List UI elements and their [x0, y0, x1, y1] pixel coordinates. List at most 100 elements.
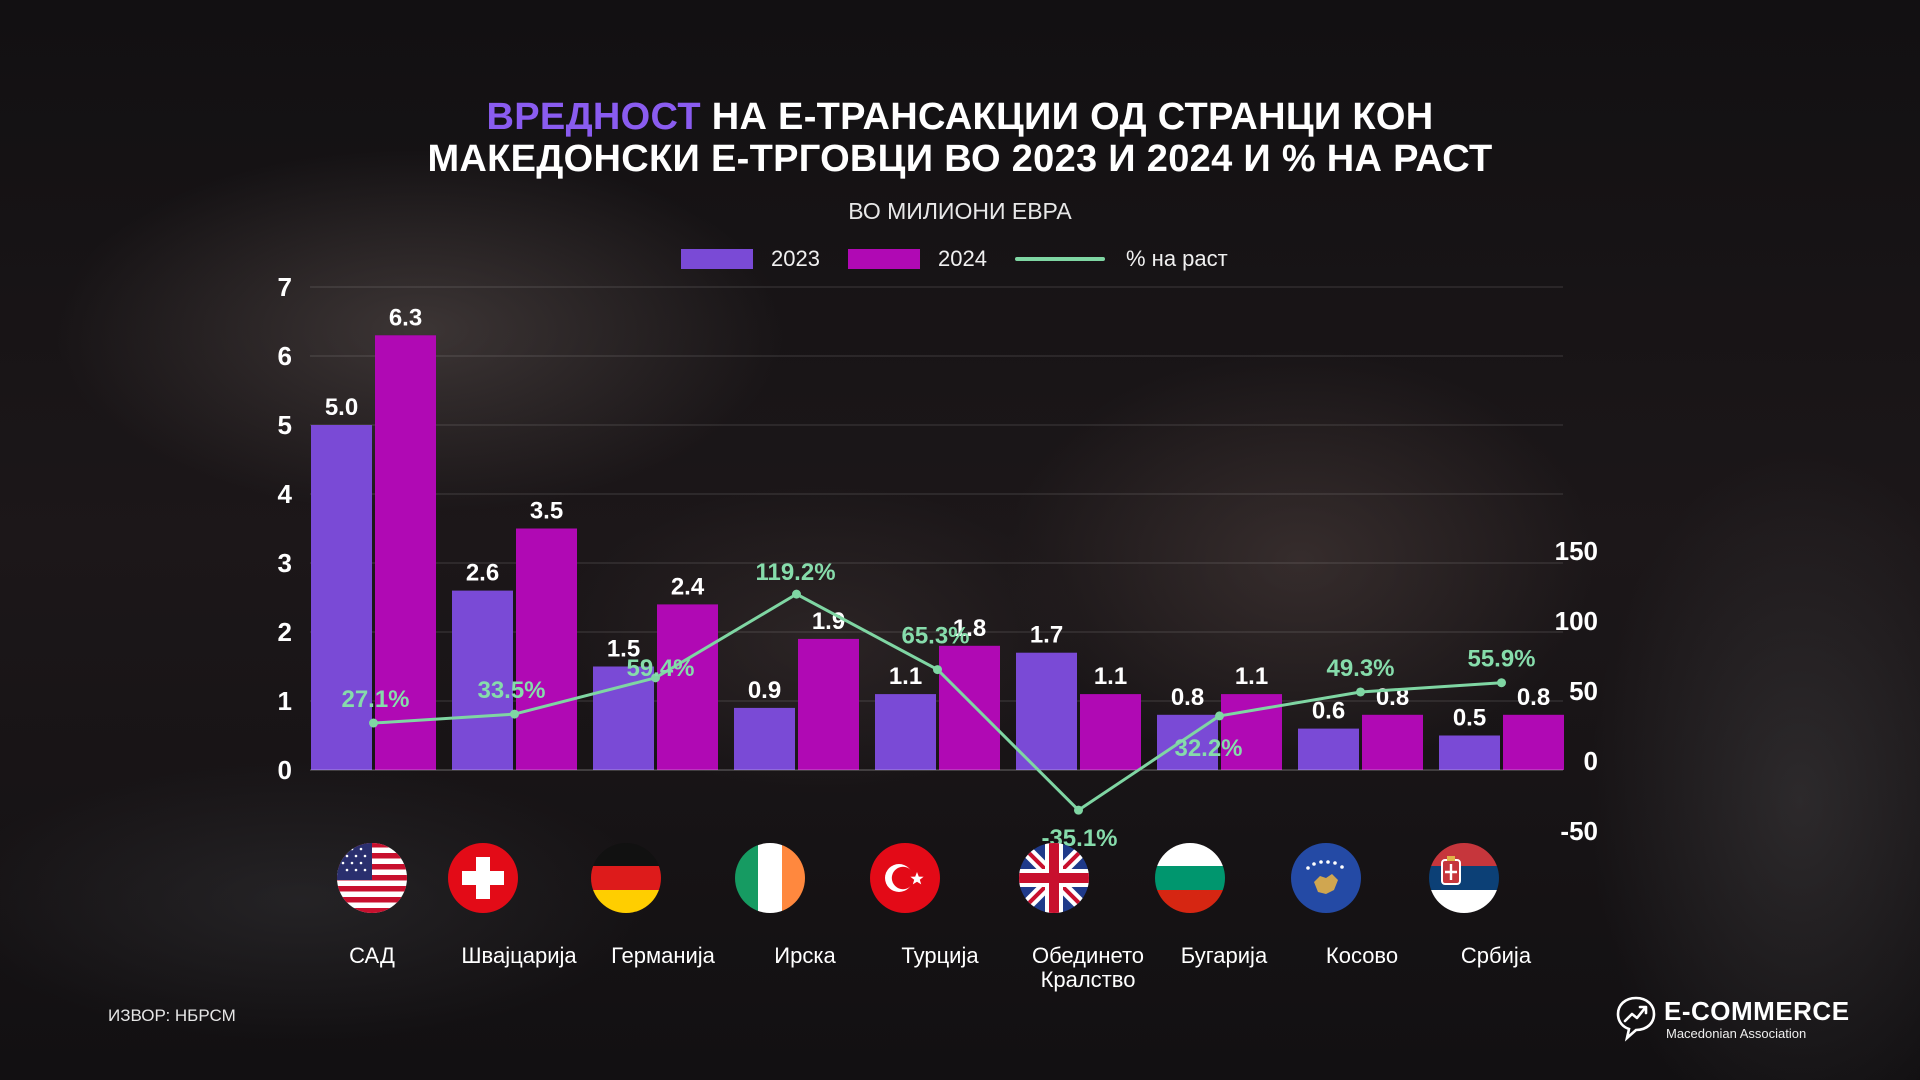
- legend: 2023 2024 % на раст: [0, 244, 1920, 274]
- us-flag-icon: [336, 842, 408, 914]
- legend-swatch-2023: [681, 249, 753, 269]
- chart-subtitle: ВО МИЛИОНИ ЕВРА: [848, 198, 1072, 224]
- growth-label: 65.3%: [901, 623, 969, 650]
- left-axis-tick: 5: [278, 410, 292, 440]
- title-line-1: ВРЕДНОСТ НА Е-ТРАНСАКЦИИ ОД СТРАНЦИ КОН: [0, 96, 1920, 138]
- growth-point: [1497, 678, 1506, 688]
- country-label: Турција: [901, 943, 979, 968]
- left-axis-tick: 6: [278, 341, 292, 371]
- bar-2024: [939, 645, 1000, 770]
- growth-label: 55.9%: [1467, 646, 1535, 673]
- value-label-2023: 0.8: [1171, 684, 1204, 711]
- title-accent: ВРЕДНОСТ: [486, 96, 701, 138]
- value-label-2023: 1.5: [607, 636, 640, 663]
- value-label-2023: 1.1: [889, 663, 922, 690]
- right-axis-tick: 50: [1569, 676, 1598, 706]
- uk-flag-icon: [1018, 842, 1090, 914]
- left-axis-tick: 4: [278, 479, 293, 509]
- growth-label: 33.5%: [477, 677, 545, 704]
- growth-point: [1215, 711, 1224, 721]
- swiss-flag-icon: [447, 842, 519, 914]
- right-axis-tick: -50: [1560, 816, 1598, 846]
- growth-point: [369, 718, 378, 728]
- bar-2024: [1503, 714, 1564, 770]
- value-label-2023: 2.6: [466, 560, 499, 587]
- turkish-flag-icon: [869, 842, 941, 914]
- growth-label: 59.4%: [626, 655, 694, 682]
- growth-point: [792, 589, 801, 599]
- country-label: Обединето Кралство: [998, 944, 1178, 992]
- legend-label-2024: 2024: [938, 246, 987, 271]
- irish-flag-icon: [734, 842, 806, 914]
- legend-swatch-growth: [1015, 257, 1105, 261]
- bar-2024: [657, 604, 718, 770]
- country-label: Швајцарија: [461, 943, 577, 968]
- bar-2023: [311, 425, 372, 770]
- country-label-line: Кралство: [1040, 967, 1136, 992]
- source-note: ИЗВОР: НБРСМ: [108, 1006, 236, 1025]
- country-label: Косово: [1325, 943, 1399, 968]
- kosovo-flag-icon: [1290, 842, 1362, 914]
- legend-label-growth: % на раст: [1126, 246, 1228, 271]
- value-label-2024: 1.8: [953, 615, 986, 642]
- growth-label: 49.3%: [1326, 655, 1394, 682]
- bar-2023: [734, 707, 795, 770]
- growth-label: 119.2%: [755, 559, 835, 586]
- bulgarian-flag-icon: [1154, 842, 1226, 914]
- value-label-2024: 0.8: [1517, 684, 1550, 711]
- chart-title: ВРЕДНОСТ НА Е-ТРАНСАКЦИИ ОД СТРАНЦИ КОН …: [0, 96, 1920, 180]
- country-label-line: Обединето: [1031, 943, 1145, 968]
- legend-swatch-2024: [848, 249, 920, 269]
- value-label-2024: 1.1: [1235, 663, 1268, 690]
- bar-2023: [1016, 652, 1077, 770]
- bar-2024: [798, 638, 859, 770]
- value-label-2024: 2.4: [671, 573, 705, 600]
- bar-2023: [1298, 728, 1359, 770]
- growth-point: [510, 709, 519, 719]
- bar-2023: [1439, 735, 1500, 770]
- german-flag-icon: [590, 842, 662, 914]
- left-axis-tick: 0: [278, 755, 292, 785]
- country-label: Србија: [1460, 943, 1532, 968]
- bar-2024: [1362, 714, 1423, 770]
- legend-label-2023: 2023: [771, 246, 820, 271]
- left-axis-tick: 7: [278, 272, 292, 302]
- growth-label: 27.1%: [341, 686, 409, 713]
- country-label: Ирска: [774, 943, 836, 968]
- bar-2023: [452, 590, 513, 770]
- country-label: Германија: [611, 943, 715, 968]
- bar-2023: [593, 666, 654, 770]
- brand-name: E-COMMERCE: [1664, 996, 1850, 1026]
- bar-2024: [375, 335, 436, 770]
- title-line-1-rest: НА Е-ТРАНСАКЦИИ ОД СТРАНЦИ КОН: [700, 96, 1434, 138]
- left-axis-tick: 1: [278, 686, 292, 716]
- country-label: Бугарија: [1180, 943, 1268, 968]
- title-line-2: МАКЕДОНСКИ Е-ТРГОВЦИ ВО 2023 И 2024 И % …: [427, 138, 1493, 180]
- right-axis-tick: 0: [1584, 746, 1598, 776]
- serbian-flag-icon: [1428, 842, 1500, 914]
- growth-point: [1074, 805, 1083, 815]
- value-label-2023: 0.9: [748, 677, 781, 704]
- value-label-2024: 6.3: [389, 304, 422, 331]
- value-label-2024: 1.1: [1094, 663, 1127, 690]
- value-label-2023: 5.0: [325, 394, 358, 421]
- bar-2023: [875, 694, 936, 770]
- brand-chart-bubble-icon: [1616, 996, 1656, 1042]
- left-axis-tick: 2: [278, 617, 292, 647]
- growth-point: [933, 665, 942, 675]
- growth-point: [1356, 687, 1365, 697]
- value-label-2024: 3.5: [530, 498, 563, 525]
- value-label-2023: 1.7: [1030, 622, 1063, 649]
- bar-2024: [1080, 694, 1141, 770]
- value-label-2023: 0.6: [1312, 698, 1345, 725]
- bar-2024: [516, 528, 577, 770]
- right-axis-tick: 100: [1555, 606, 1598, 636]
- growth-label: 32.2%: [1174, 735, 1242, 762]
- right-axis-tick: 150: [1555, 536, 1598, 566]
- brand-subtitle: Macedonian Association: [1666, 1026, 1807, 1041]
- value-label-2023: 0.5: [1453, 705, 1486, 732]
- left-axis-tick: 3: [278, 548, 292, 578]
- growth-point: [651, 673, 660, 683]
- country-label: САД: [349, 943, 395, 968]
